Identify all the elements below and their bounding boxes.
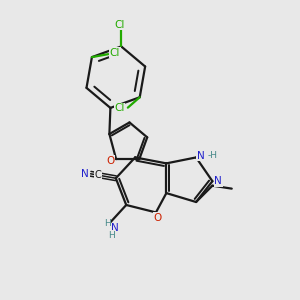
Text: Cl: Cl [110,48,120,58]
Text: O: O [106,156,115,166]
Text: Cl: Cl [114,103,125,113]
Text: N: N [197,151,205,161]
Text: O: O [153,213,162,223]
Text: H: H [104,219,111,228]
Text: N: N [111,223,119,233]
Text: N: N [81,169,89,179]
Text: H: H [108,231,115,240]
Text: Cl: Cl [115,20,125,30]
Text: N: N [214,176,222,186]
Text: C: C [94,170,101,180]
Text: -H: -H [207,152,218,160]
